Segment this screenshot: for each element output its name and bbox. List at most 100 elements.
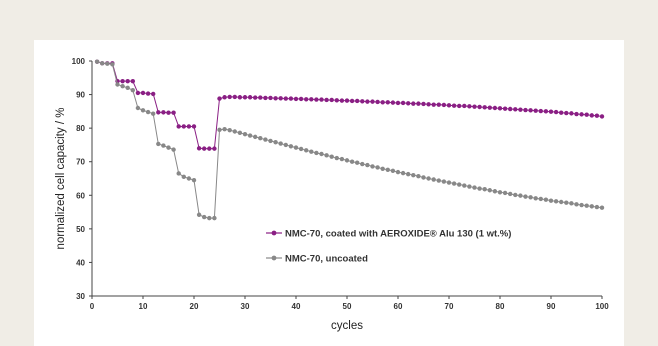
data-point [349, 159, 355, 164]
data-point [237, 95, 243, 100]
data-point [446, 180, 452, 185]
data-point [247, 95, 253, 100]
data-point [426, 176, 431, 181]
data-point [589, 204, 594, 209]
data-point [365, 162, 370, 168]
data-point [288, 96, 294, 101]
legend-label: NMC-70, uncoated [285, 254, 368, 265]
data-point [441, 179, 447, 184]
data-point [436, 102, 441, 107]
data-point [411, 101, 416, 106]
data-point [564, 110, 569, 116]
data-point [528, 108, 533, 113]
data-point [589, 113, 594, 118]
x-tick-label: 50 [343, 302, 352, 311]
y-tick-label: 70 [76, 158, 85, 167]
series-layer [94, 59, 605, 221]
data-point [559, 110, 564, 115]
data-point [227, 127, 232, 133]
data-point [253, 134, 258, 140]
data-point [145, 91, 151, 96]
data-point [207, 146, 212, 151]
y-tick-label: 60 [76, 191, 85, 200]
tick-labels: 0 10 20 30 40 50 60 70 80 90 100 30 40 50 60 70 80 90 100 [72, 57, 610, 311]
data-point [125, 85, 130, 91]
data-point [533, 108, 538, 113]
data-point [477, 104, 482, 110]
data-point [584, 203, 589, 208]
data-point [304, 148, 309, 153]
legend-label: NMC-70, coated with AEROXIDE® Alu 130 (1… [285, 229, 511, 240]
data-point [191, 124, 197, 129]
data-point [477, 186, 482, 191]
data-point [472, 104, 477, 109]
data-point [569, 201, 574, 206]
data-point [538, 108, 543, 114]
data-point [110, 62, 115, 67]
data-point [176, 124, 181, 129]
data-point [319, 97, 324, 102]
series-uncoated [94, 59, 605, 221]
data-point [115, 82, 120, 87]
data-point [543, 197, 549, 202]
x-tick-label: 40 [292, 302, 301, 311]
data-point [151, 91, 156, 97]
data-point [482, 105, 487, 110]
series-line [96, 61, 603, 219]
data-point [370, 99, 375, 104]
data-point [278, 141, 283, 146]
data-point [135, 90, 141, 96]
data-point [416, 101, 421, 106]
y-axis-label: normalized cell capacity / % [55, 108, 67, 250]
data-point [329, 154, 334, 159]
data-point [380, 100, 385, 105]
data-point [166, 110, 171, 115]
data-point [156, 141, 161, 147]
chart-card: 0 10 20 30 40 50 60 70 80 90 100 30 40 50 60 70 80 90 100 … [34, 40, 624, 346]
x-tick-label: 70 [445, 302, 454, 311]
data-point [222, 126, 227, 132]
data-point [487, 105, 492, 110]
data-point [130, 88, 135, 93]
data-point [207, 215, 212, 221]
data-point [140, 90, 146, 96]
legend: NMC-70, coated with AEROXIDE® Alu 130 (1… [266, 229, 511, 265]
x-tick-label: 30 [241, 302, 250, 311]
data-point [594, 204, 600, 210]
data-point [508, 191, 513, 197]
data-point [574, 202, 579, 207]
data-point [472, 185, 477, 190]
data-point [513, 107, 518, 112]
data-point [431, 177, 436, 182]
data-point [247, 133, 253, 138]
data-point [375, 165, 380, 170]
data-point [599, 114, 605, 119]
data-point [426, 102, 431, 107]
data-point [329, 97, 334, 103]
data-point [599, 205, 605, 210]
data-point [324, 97, 329, 103]
data-point [263, 137, 268, 142]
data-point [406, 101, 411, 106]
data-point [508, 106, 513, 112]
data-point [569, 111, 574, 116]
data-point [232, 94, 237, 100]
series-coated [94, 59, 605, 151]
data-point [181, 124, 186, 129]
data-point [431, 102, 436, 107]
data-point [523, 107, 528, 113]
data-point [222, 95, 227, 100]
data-point [105, 61, 110, 66]
y-tick-label: 30 [76, 292, 85, 301]
data-point [564, 200, 569, 205]
data-point [380, 166, 385, 171]
data-point [436, 178, 441, 183]
data-point [258, 95, 263, 100]
data-point [161, 110, 166, 115]
data-point [344, 158, 350, 163]
data-point [268, 95, 273, 101]
data-point [457, 182, 462, 187]
legend-item: NMC-70, coated with AEROXIDE® Alu 130 (1… [266, 229, 511, 240]
data-point [533, 196, 538, 201]
data-point [559, 199, 564, 205]
